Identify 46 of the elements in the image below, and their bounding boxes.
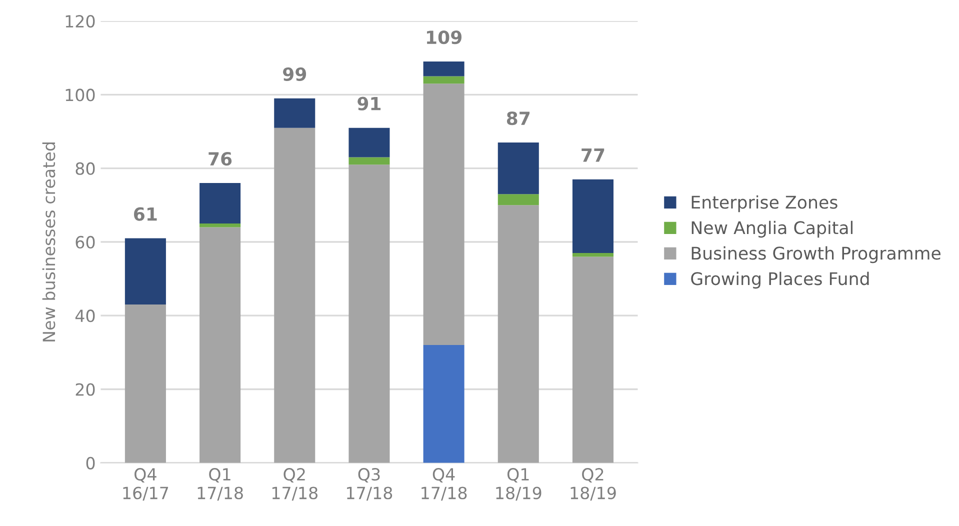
y-axis-title: New businesses created (42, 142, 56, 342)
bar (274, 98, 316, 128)
bar (423, 345, 464, 463)
y-tick-label: 120 (66, 15, 95, 28)
bar (572, 256, 614, 463)
bar (274, 128, 316, 463)
total-label: 109 (426, 30, 462, 44)
bar (348, 157, 390, 165)
bar (423, 76, 464, 84)
bar (124, 304, 166, 463)
total-label: 99 (282, 67, 306, 81)
x-tick-label: Q2 17/18 (272, 468, 318, 501)
bar (572, 253, 614, 257)
bar (200, 227, 241, 463)
legend-label: Enterprise Zones (692, 195, 838, 212)
x-tick-label: Q4 17/18 (422, 468, 467, 501)
bar (423, 84, 464, 346)
bar (200, 183, 241, 224)
x-tick-label: Q3 17/18 (347, 468, 392, 501)
bar (498, 194, 539, 206)
bar (423, 62, 464, 76)
x-tick-label: Q2 18/19 (570, 468, 616, 501)
bar (498, 142, 539, 194)
y-tick-label: 0 (86, 456, 95, 470)
y-tick-label: 40 (75, 310, 95, 322)
total-label: 77 (582, 148, 604, 162)
y-tick-label: 80 (76, 162, 95, 175)
legend-label: New Anglia Capital (692, 220, 852, 238)
total-label: 61 (134, 207, 157, 221)
y-tick-label: 100 (66, 88, 95, 102)
bar (498, 205, 539, 463)
total-label: 87 (506, 112, 530, 126)
bar (200, 224, 241, 228)
legend-label: Growing Places Fund (691, 272, 869, 289)
bar (348, 128, 390, 158)
bar (348, 164, 390, 463)
x-tick-label: Q1 17/18 (198, 468, 243, 501)
x-tick-label: Q1 18/19 (496, 468, 542, 501)
x-tick-label: Q4 16/17 (123, 468, 168, 501)
total-label: 76 (208, 152, 232, 166)
bar (124, 238, 166, 305)
total-label: 91 (358, 96, 381, 110)
bar (572, 179, 614, 254)
y-tick-label: 20 (76, 383, 95, 396)
legend-label: Business Growth Programme (692, 246, 940, 264)
y-tick-label: 60 (76, 236, 95, 249)
